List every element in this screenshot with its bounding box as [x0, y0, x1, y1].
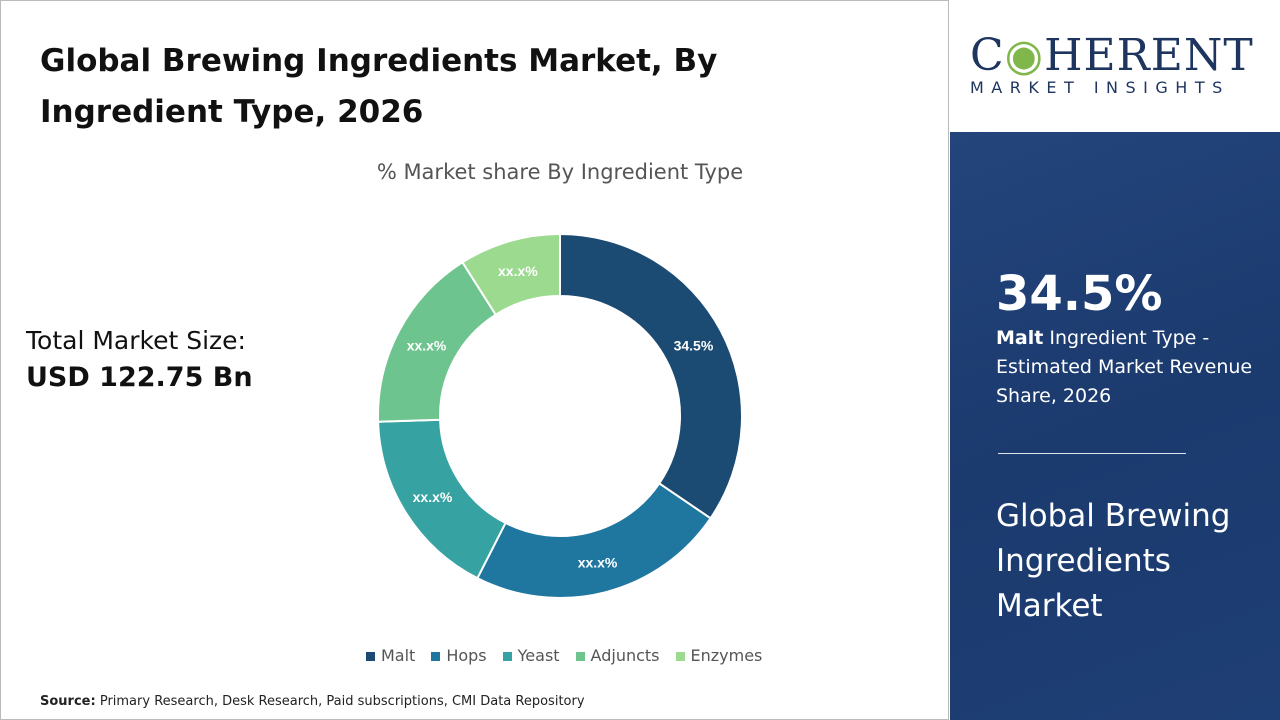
- legend-item-yeast: Yeast: [502, 646, 560, 665]
- legend-label: Adjuncts: [590, 646, 660, 665]
- data-label-malt: 34.5%: [674, 337, 714, 353]
- legend-swatch: [366, 652, 375, 661]
- chart-title: % Market share By Ingredient Type: [376, 160, 744, 184]
- highlight-text: Ingredient Type - Estimated Market Reven…: [996, 327, 1253, 407]
- highlight-panel: 34.5% Malt Ingredient Type - Estimated M…: [950, 132, 1280, 720]
- total-market-label: Total Market Size:: [26, 326, 246, 355]
- data-label-hops: xx.x%: [578, 554, 618, 570]
- slice-malt: [559, 232, 743, 520]
- data-label-adjuncts: xx.x%: [407, 337, 447, 353]
- slice-hops: [476, 482, 712, 599]
- legend-item-hops: Hops: [431, 646, 487, 665]
- highlight-segment: Malt: [996, 327, 1044, 349]
- legend-label: Malt: [381, 646, 416, 665]
- logo: C◉HERENT MARKET INSIGHTS: [950, 0, 1280, 132]
- logo-name: C◉HERENT: [970, 30, 1254, 81]
- legend-label: Enzymes: [690, 646, 763, 665]
- highlight-desc: Malt Ingredient Type - Estimated Market …: [996, 324, 1256, 411]
- source-note: Source: Primary Research, Desk Research,…: [40, 694, 585, 709]
- data-label-enzymes: xx.x%: [498, 263, 538, 279]
- total-market-value: USD 122.75 Bn: [26, 362, 253, 393]
- legend-swatch: [575, 652, 585, 661]
- source-text: Primary Research, Desk Research, Paid su…: [99, 694, 585, 709]
- legend-item-adjuncts: Adjuncts: [575, 646, 660, 665]
- slice-enzymes: [461, 232, 561, 317]
- legend: Malt Hops Yeast Adjuncts Enzymes: [366, 646, 762, 665]
- market-name: Global Brewing Ingredients Market: [996, 498, 1231, 624]
- page-title: Global Brewing Ingredients Market, By In…: [40, 43, 718, 130]
- donut-chart: 34.5% xx.x% xx.x% xx.x% xx.x%: [377, 232, 743, 599]
- legend-label: Hops: [446, 646, 487, 665]
- legend-label: Yeast: [517, 646, 560, 665]
- legend-item-enzymes: Enzymes: [675, 646, 763, 665]
- legend-swatch: [502, 652, 512, 661]
- divider: [998, 453, 1186, 454]
- highlight-value: 34.5%: [996, 266, 1163, 322]
- legend-swatch: [675, 652, 685, 661]
- logo-tagline: MARKET INSIGHTS: [970, 78, 1230, 97]
- source-label: Source:: [40, 694, 96, 709]
- legend-item-malt: Malt: [366, 646, 415, 665]
- data-label-yeast: xx.x%: [413, 489, 453, 505]
- legend-swatch: [431, 652, 441, 661]
